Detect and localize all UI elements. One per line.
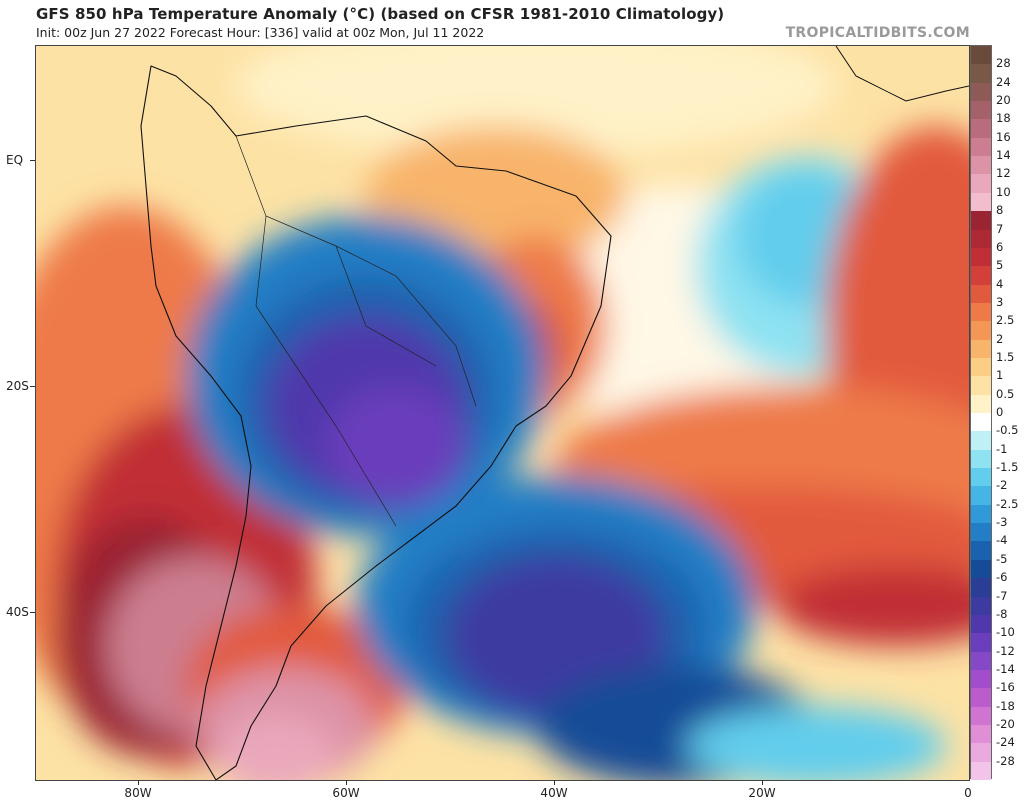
colorbar-label: -1	[996, 441, 1008, 456]
anomaly-map[interactable]	[35, 45, 970, 781]
lat-label-40s: 40S	[6, 605, 29, 619]
lat-label-20s: 20S	[6, 379, 29, 393]
colorbar-label: 0	[996, 405, 1004, 419]
lon-tick	[554, 780, 555, 785]
colorbar-segment	[971, 101, 991, 120]
colorbar-label: -16	[996, 680, 1015, 695]
lat-label-eq: EQ	[6, 153, 24, 167]
colorbar-label: 24	[996, 74, 1011, 89]
colorbar-segment	[971, 651, 991, 671]
colorbar-label: 2	[996, 331, 1004, 346]
colorbar-label: 20	[996, 93, 1011, 108]
colorbar-label: -20	[996, 716, 1015, 731]
colorbar-segment	[971, 46, 991, 65]
colorbar-segment	[971, 174, 991, 194]
colorbar-label: 5	[996, 258, 1004, 273]
lat-tick	[30, 160, 35, 161]
colorbar-segment	[971, 724, 991, 744]
lon-label-20w: 20W	[748, 786, 776, 800]
colorbar-label: 0.5	[996, 386, 1015, 401]
colorbar-segment	[971, 523, 991, 542]
colorbar-label: -6	[996, 570, 1008, 585]
colorbar-segment	[971, 706, 991, 726]
colorbar-label: -3	[996, 515, 1008, 530]
colorbar-segment	[971, 82, 991, 102]
colorbar-segment	[971, 541, 991, 561]
colorbar-segment	[971, 669, 991, 689]
colorbar-segment	[971, 431, 991, 451]
colorbar-label: -10	[996, 625, 1015, 640]
colorbar-label: -4	[996, 533, 1008, 548]
colorbar-label: -24	[996, 735, 1015, 750]
colorbar-segment	[971, 64, 991, 84]
colorbar-segment	[971, 486, 991, 506]
colorbar	[970, 45, 992, 781]
colorbar-label: 2.5	[996, 313, 1015, 328]
colorbar-segment	[971, 119, 991, 139]
site-watermark: TROPICALTIDBITS.COM	[785, 25, 970, 41]
lon-tick	[346, 780, 347, 785]
forecast-info: Init: 00z Jun 27 2022 Forecast Hour: [33…	[36, 25, 485, 40]
colorbar-label: 4	[996, 276, 1004, 291]
colorbar-segment	[971, 247, 991, 267]
lat-tick	[30, 612, 35, 613]
colorbar-label: 18	[996, 111, 1011, 126]
colorbar-segment	[971, 468, 991, 487]
colorbar-label: 14	[996, 148, 1011, 163]
colorbar-label: 6	[996, 239, 1004, 254]
colorbar-label: -12	[996, 643, 1015, 658]
colorbar-segment	[971, 449, 991, 469]
colorbar-segment	[971, 266, 991, 286]
colorbar-segment	[971, 302, 991, 322]
colorbar-label: 7	[996, 221, 1004, 236]
lon-tick	[762, 780, 763, 785]
lon-label-40w: 40W	[540, 786, 568, 800]
colorbar-segment	[971, 376, 991, 396]
colorbar-label: -2.5	[996, 496, 1019, 511]
colorbar-segment	[971, 284, 991, 304]
colorbar-segment	[971, 339, 991, 359]
colorbar-label: 12	[996, 166, 1011, 181]
lon-label-80w: 80W	[124, 786, 152, 800]
colorbar-segment	[971, 559, 991, 579]
colorbar-segment	[971, 192, 991, 212]
colorbar-segment	[971, 614, 991, 634]
lon-label-60w: 60W	[332, 786, 360, 800]
colorbar-segment	[971, 357, 991, 377]
colorbar-label: -18	[996, 698, 1015, 713]
colorbar-segment	[971, 211, 991, 230]
colorbar-segment	[971, 229, 991, 249]
colorbar-segment	[971, 596, 991, 616]
colorbar-segment	[971, 761, 991, 781]
colorbar-segment	[971, 394, 991, 414]
colorbar-label: -14	[996, 661, 1015, 676]
map-title: GFS 850 hPa Temperature Anomaly (°C) (ba…	[36, 5, 725, 23]
colorbar-label: 8	[996, 203, 1004, 218]
colorbar-label: -8	[996, 606, 1008, 621]
colorbar-label: -1.5	[996, 460, 1019, 475]
colorbar-label: -2	[996, 478, 1008, 493]
colorbar-label: 1	[996, 368, 1004, 383]
colorbar-label: 1.5	[996, 349, 1015, 364]
colorbar-label: -0.5	[996, 423, 1019, 438]
colorbar-segment	[971, 578, 991, 597]
lat-tick	[30, 386, 35, 387]
colorbar-segment	[971, 633, 991, 653]
colorbar-segment	[971, 321, 991, 341]
colorbar-segment	[971, 688, 991, 708]
lon-tick	[138, 780, 139, 785]
colorbar-label: 28	[996, 56, 1011, 71]
colorbar-label: -5	[996, 551, 1008, 566]
colorbar-segment	[971, 413, 991, 432]
colorbar-label: 3	[996, 294, 1004, 309]
colorbar-segment	[971, 504, 991, 524]
colorbar-label: 16	[996, 129, 1011, 144]
colorbar-label: 10	[996, 184, 1011, 199]
colorbar-segment	[971, 156, 991, 175]
colorbar-label: -28	[996, 753, 1015, 768]
colorbar-segment	[971, 743, 991, 763]
lon-label-0: 0	[964, 786, 972, 800]
colorbar-segment	[971, 137, 991, 157]
colorbar-label: -7	[996, 588, 1008, 603]
